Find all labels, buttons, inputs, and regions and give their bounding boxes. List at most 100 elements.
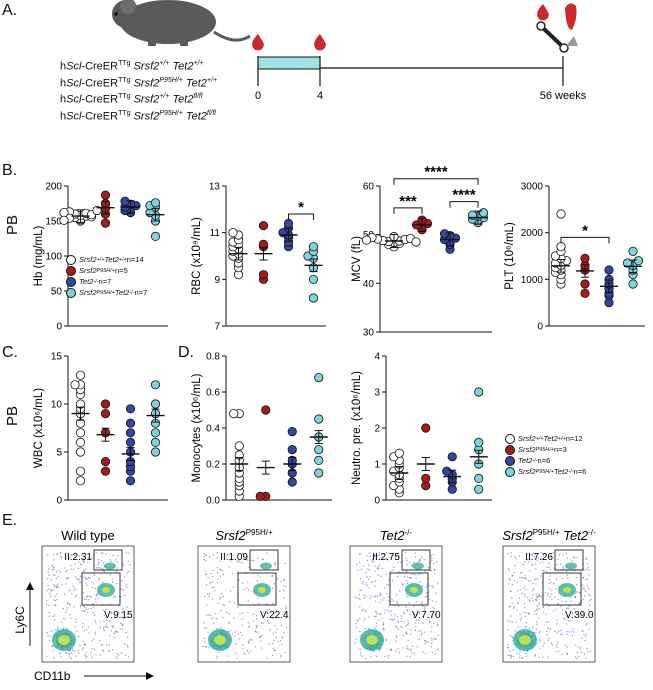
- event-dot: [542, 606, 544, 608]
- event-dot: [542, 569, 544, 571]
- event-dot: [428, 620, 431, 623]
- event-dot: [578, 591, 580, 594]
- legend-n: n=14: [126, 255, 144, 264]
- event-dot: [585, 624, 588, 626]
- event-dot: [228, 566, 230, 568]
- genotype-line: hScl-CreERTTg Srsf2P95H/+ Tet2+/+: [60, 77, 217, 90]
- event-dot: [566, 630, 568, 633]
- y-tick-label: 5: [56, 448, 62, 459]
- event-dot: [226, 611, 228, 614]
- event-dot: [518, 597, 521, 599]
- event-dot: [127, 610, 129, 613]
- event-dot: [105, 553, 107, 555]
- event-dot: [57, 553, 59, 555]
- event-dot: [204, 637, 206, 639]
- event-dot: [434, 653, 436, 655]
- data-point: [421, 473, 431, 483]
- data-point: [474, 437, 484, 448]
- event-dot: [216, 567, 218, 569]
- event-dot: [373, 554, 375, 556]
- event-dot: [220, 627, 222, 629]
- event-dot: [366, 555, 368, 557]
- event-dot: [422, 605, 424, 607]
- event-dot: [248, 626, 250, 628]
- event-dot: [126, 644, 128, 646]
- event-dot: [573, 608, 575, 610]
- event-dot: [377, 574, 379, 576]
- event-dot: [395, 555, 398, 557]
- flow-plot: Srsf2P95H/+II:1.09V:22.4: [197, 528, 291, 663]
- data-point: [150, 447, 161, 457]
- y-tick-label: 15: [51, 352, 63, 363]
- event-dot: [91, 581, 93, 583]
- flow-title-gene: Tet2: [380, 528, 406, 543]
- event-dot: [421, 632, 423, 634]
- data-point: [308, 274, 319, 284]
- event-dot: [419, 559, 421, 561]
- event-dot: [374, 616, 376, 618]
- event-dot: [83, 570, 85, 572]
- event-dot: [107, 650, 109, 652]
- event-dot: [568, 605, 570, 607]
- event-dot: [575, 612, 577, 614]
- event-dot: [92, 612, 94, 614]
- event-dot: [222, 616, 224, 618]
- event-dot: [514, 556, 517, 558]
- event-dot: [125, 552, 127, 554]
- event-dot: [435, 638, 437, 640]
- data-point: [258, 270, 269, 280]
- event-dot: [54, 574, 56, 576]
- event-dot: [60, 555, 62, 558]
- event-dot: [108, 644, 110, 646]
- event-dot: [368, 569, 370, 571]
- event-dot: [74, 576, 77, 578]
- event-dot: [79, 644, 81, 646]
- data-point: [125, 418, 136, 428]
- event-dot: [62, 607, 65, 610]
- event-dot: [98, 578, 100, 581]
- genotype-gene1: Srsf2: [133, 110, 160, 123]
- event-dot: [407, 620, 409, 622]
- event-dot: [398, 554, 400, 556]
- event-dot: [507, 628, 509, 631]
- event-dot: [274, 564, 277, 566]
- legend-allele1: -/-: [532, 457, 538, 464]
- row-label-pb-b: PB: [4, 214, 21, 235]
- event-dot: [507, 644, 509, 646]
- event-dot: [66, 603, 69, 605]
- event-dot: [565, 601, 567, 603]
- event-dot: [550, 642, 553, 644]
- event-dot: [428, 585, 431, 587]
- event-dot: [244, 558, 246, 560]
- event-dot: [433, 608, 435, 610]
- event-dot: [48, 640, 51, 642]
- event-dot: [514, 630, 516, 632]
- data-point: [478, 208, 489, 218]
- genotype-scl: Scl: [66, 110, 82, 123]
- event-dot: [78, 652, 80, 654]
- legend-marker: [66, 265, 76, 276]
- event-dot: [262, 611, 264, 613]
- y-tick-label: 3: [374, 388, 380, 399]
- event-dot: [93, 648, 96, 651]
- event-dot: [562, 554, 565, 556]
- event-dot: [589, 604, 591, 606]
- event-dot: [528, 612, 530, 614]
- event-dot: [363, 597, 366, 599]
- event-dot: [415, 574, 417, 576]
- event-dot: [105, 644, 108, 646]
- event-dot: [410, 648, 412, 650]
- event-dot: [54, 629, 56, 631]
- y-axis-label: WBC (x10⁶/mL): [33, 388, 45, 468]
- event-dot: [541, 594, 544, 597]
- event-dot: [432, 622, 435, 625]
- tick-56: 56 weeks: [540, 90, 587, 102]
- event-dot: [427, 567, 430, 569]
- event-dot: [549, 628, 551, 630]
- legend-gene1: Srsf2: [79, 255, 97, 264]
- event-dot: [236, 572, 238, 574]
- event-dot: [431, 558, 433, 560]
- event-dot: [545, 613, 547, 616]
- event-dot: [116, 561, 118, 564]
